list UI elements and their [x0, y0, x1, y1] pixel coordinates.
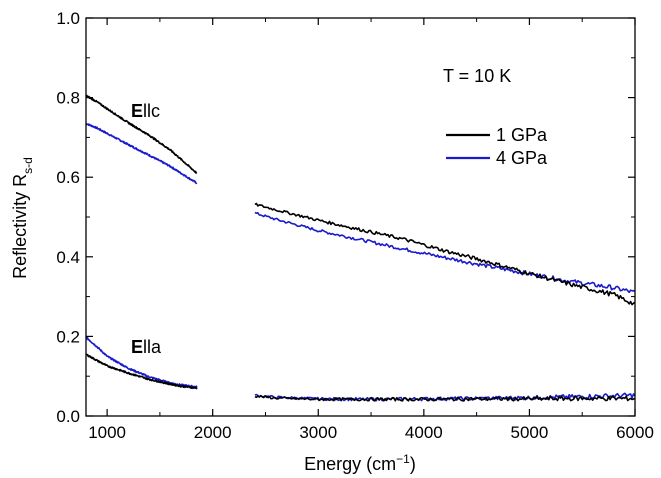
x-tick-label: 2000 [194, 423, 232, 442]
y-axis-title-main: Reflectivity R [10, 174, 30, 279]
series-1gpa-line [254, 202, 636, 306]
polarization-a-bold: E [131, 337, 143, 357]
series-layer [85, 94, 636, 402]
series-1gpa-line [85, 353, 198, 390]
legend: 1 GPa 4 GPa [446, 125, 548, 168]
polarization-c-rest: llc [143, 101, 160, 121]
y-axis-title-sub: s-d [21, 157, 35, 174]
x-tick-label: 4000 [405, 423, 443, 442]
axis-ticks [86, 17, 636, 417]
polarization-a-rest: lla [143, 337, 162, 357]
series-1gpa-line [254, 394, 636, 402]
series-4gpa-line [254, 211, 636, 294]
x-axis-title: Energy (cm−1) [304, 452, 416, 474]
y-tick-label: 0.2 [56, 327, 80, 346]
x-tick-label: 3000 [299, 423, 337, 442]
series-4gpa-line [85, 122, 198, 185]
x-axis-title-main: Energy (cm [304, 454, 396, 474]
polarization-c-bold: E [131, 101, 143, 121]
y-tick-label: 0.0 [56, 407, 80, 426]
x-tick-label: 5000 [511, 423, 549, 442]
tick-labels: 1000 2000 3000 4000 5000 6000 0.0 0.2 0.4 0.6 0.8 1… [56, 9, 654, 442]
x-tick-label: 1000 [88, 423, 126, 442]
y-tick-label: 0.8 [56, 89, 80, 108]
x-tick-label: 6000 [616, 423, 654, 442]
y-tick-label: 0.4 [56, 248, 80, 267]
y-tick-label: 0.6 [56, 168, 80, 187]
legend-label-4gpa: 4 GPa [496, 148, 548, 168]
polarization-c-label: Ellc [131, 101, 160, 121]
x-axis-title-end: ) [410, 454, 416, 474]
y-tick-label: 1.0 [56, 9, 80, 28]
legend-label-1gpa: 1 GPa [496, 125, 548, 145]
polarization-a-label: Ella [131, 337, 162, 357]
y-axis-title: Reflectivity Rs-d [10, 157, 35, 279]
temperature-annotation: T = 10 K [443, 66, 511, 86]
plot-frame [85, 17, 636, 417]
x-axis-title-sup: −1 [396, 452, 410, 466]
series-1gpa-line [85, 94, 198, 174]
